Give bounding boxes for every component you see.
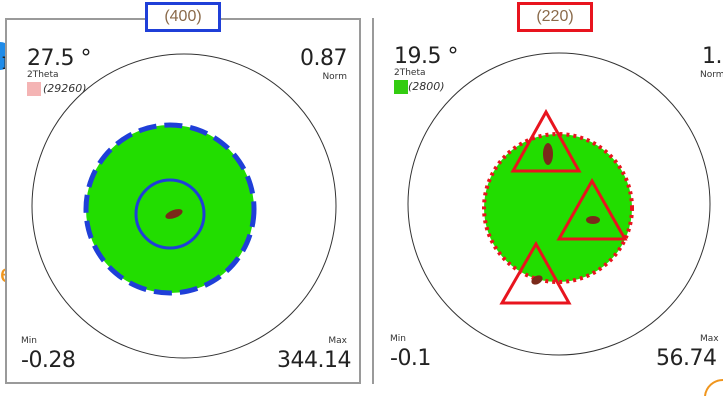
color-swatch bbox=[27, 82, 41, 96]
min-label: Min bbox=[21, 336, 37, 346]
count-label: (2800) bbox=[408, 80, 445, 93]
outer-circle bbox=[31, 53, 337, 359]
red-triangle-marker-right bbox=[556, 177, 628, 241]
intensity-region bbox=[86, 125, 254, 293]
max-label: Max bbox=[328, 336, 347, 346]
pole-spot-top bbox=[543, 143, 553, 165]
dotted-red-boundary bbox=[482, 132, 634, 284]
min-value: -0.28 bbox=[21, 348, 76, 373]
max-label: Max bbox=[700, 334, 719, 344]
pole-figure-panel-400: 27.5 ° 2Theta (29260) 0.87 Norm Min -0.2… bbox=[5, 18, 361, 384]
pole-spot-bottom bbox=[531, 275, 543, 285]
center-pole-spot bbox=[165, 209, 183, 219]
max-value: 56.74 bbox=[656, 346, 717, 371]
pole-figure-plot-220 bbox=[407, 52, 711, 356]
min-value: -0.1 bbox=[390, 346, 431, 371]
pole-spot-right bbox=[586, 216, 600, 224]
color-swatch bbox=[394, 80, 408, 94]
outer-circle bbox=[407, 52, 711, 356]
count-label: (29260) bbox=[43, 82, 87, 95]
max-value: 344.14 bbox=[277, 348, 351, 373]
norm-label: Norm bbox=[322, 72, 347, 82]
plane-label-220: (220) bbox=[517, 2, 593, 32]
blue-center-marker bbox=[134, 178, 206, 250]
norm-value: 0.87 bbox=[300, 46, 347, 71]
two-theta-value: 19.5 ° bbox=[394, 44, 458, 69]
red-triangle-marker-top bbox=[510, 108, 582, 173]
plane-label-400: (400) bbox=[145, 2, 221, 32]
red-triangle-marker-bottom bbox=[499, 240, 572, 305]
norm-value: 1.12 bbox=[702, 44, 723, 69]
two-theta-value: 27.5 ° bbox=[27, 46, 91, 71]
norm-label: Norm bbox=[700, 70, 723, 80]
pole-figure-plot-400 bbox=[31, 53, 337, 359]
dashed-blue-boundary bbox=[83, 122, 257, 296]
two-theta-label: 2Theta bbox=[394, 68, 426, 78]
pole-figure-panel-220: 19.5 ° 2Theta (2800) 1.12 Norm Min -0.1 … bbox=[372, 18, 723, 384]
min-label: Min bbox=[390, 334, 406, 344]
two-theta-label: 2Theta bbox=[27, 70, 59, 80]
